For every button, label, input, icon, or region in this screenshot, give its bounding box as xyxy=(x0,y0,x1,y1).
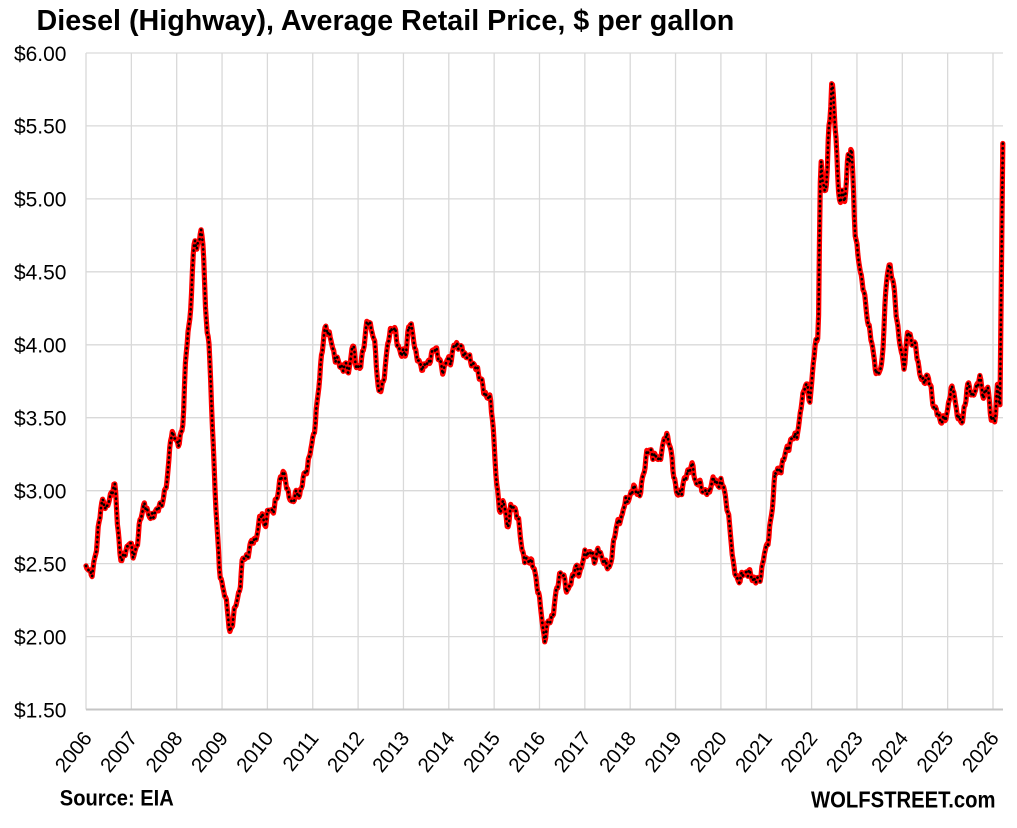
svg-text:$2.50: $2.50 xyxy=(14,553,67,576)
svg-text:$5.50: $5.50 xyxy=(14,116,67,139)
svg-text:$5.00: $5.00 xyxy=(14,189,67,212)
svg-text:$3.50: $3.50 xyxy=(14,408,67,431)
svg-text:Source: EIA: Source: EIA xyxy=(60,785,174,810)
svg-text:Diesel (Highway), Average Reta: Diesel (Highway), Average Retail Price, … xyxy=(37,5,735,37)
svg-text:$1.50: $1.50 xyxy=(14,699,67,722)
svg-text:$2.00: $2.00 xyxy=(14,626,67,649)
svg-text:$4.00: $4.00 xyxy=(14,335,67,358)
svg-text:WOLFSTREET.com: WOLFSTREET.com xyxy=(811,787,996,813)
svg-text:$6.00: $6.00 xyxy=(14,43,67,66)
svg-text:$4.50: $4.50 xyxy=(14,262,67,285)
svg-text:$3.00: $3.00 xyxy=(14,481,67,504)
